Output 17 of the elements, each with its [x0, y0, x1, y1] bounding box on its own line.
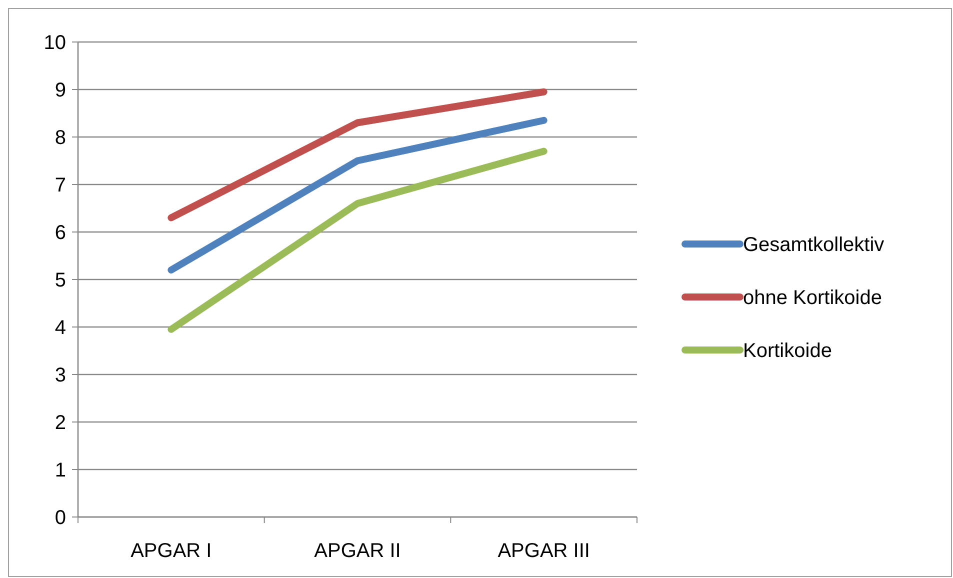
- legend-label: ohne Kortikoide: [743, 287, 882, 309]
- legend-label: Gesamtkollektiv: [743, 234, 884, 256]
- y-tick-label: 5: [54, 270, 66, 292]
- legend-label: Kortikoide: [743, 340, 832, 362]
- x-tick-label: APGAR III: [498, 540, 590, 562]
- y-tick-label: 0: [54, 507, 66, 529]
- y-tick-label: 4: [54, 317, 66, 339]
- y-tick-label: 10: [44, 32, 66, 54]
- y-tick-label: 9: [54, 80, 66, 102]
- y-tick-label: 1: [54, 460, 66, 482]
- y-tick-label: 2: [54, 412, 66, 434]
- x-tick-label: APGAR I: [130, 540, 212, 562]
- y-tick-label: 6: [54, 222, 66, 244]
- y-tick-label: 8: [54, 127, 66, 149]
- y-tick-label: 3: [54, 364, 66, 386]
- x-tick-label: APGAR II: [314, 540, 401, 562]
- y-tick-label: 7: [54, 174, 66, 196]
